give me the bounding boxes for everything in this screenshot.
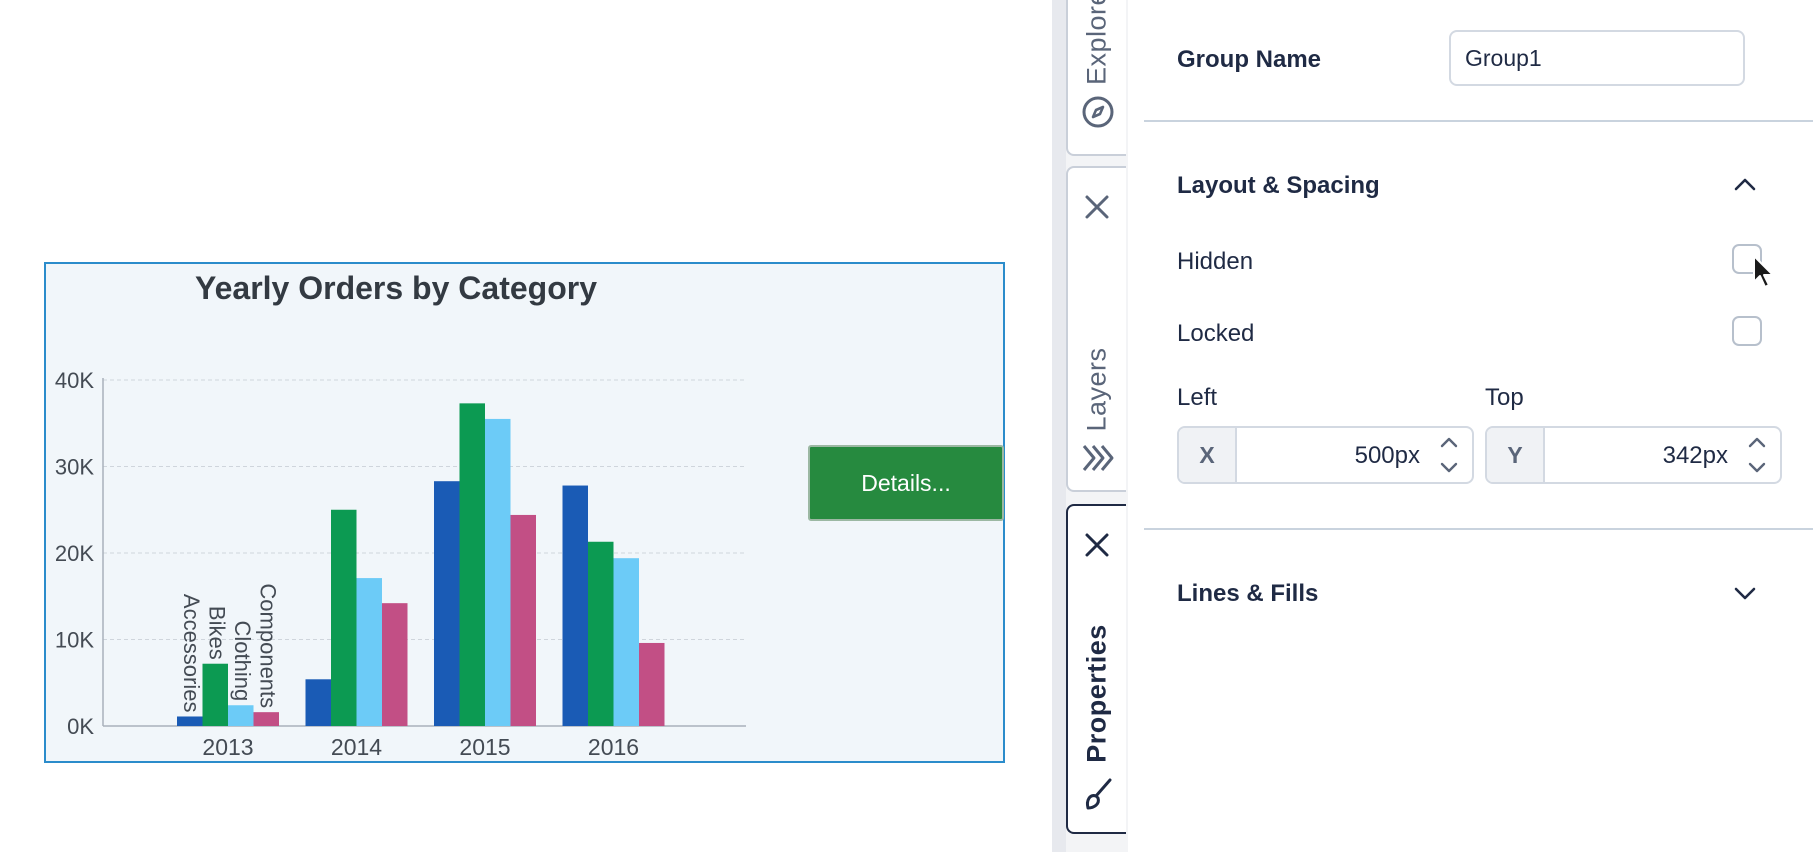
- decrement-top-icon[interactable]: [1744, 456, 1770, 480]
- details-button[interactable]: Details...: [808, 445, 1004, 521]
- left-position-field: X: [1177, 426, 1474, 484]
- bar-bikes-2013: [202, 663, 228, 726]
- x-tick-label: 2013: [202, 734, 253, 760]
- bar-chart: Yearly Orders by Category 0K 10K 20K 30K 40K 2…: [55, 270, 746, 760]
- left-label: Left: [1177, 384, 1218, 411]
- bar-components-2015: [510, 514, 536, 726]
- chevron-down-icon[interactable]: [1732, 580, 1758, 606]
- bar-bikes-2015: [459, 403, 485, 726]
- x-tick-label: 2014: [331, 734, 382, 760]
- bar-clothing-2015: [485, 418, 511, 726]
- mouse-cursor-icon: [1753, 255, 1774, 288]
- dashboard-canvas: Yearly Orders by Category 0K 10K 20K 30K 40K 2…: [44, 262, 1005, 763]
- side-tab-strip: Explore Layers Properties: [1052, 0, 1128, 852]
- bar-clothing-2013: [228, 705, 254, 726]
- tab-properties-label: Properties: [1081, 624, 1112, 763]
- tab-layers[interactable]: Layers: [1066, 166, 1126, 492]
- x-tick-label: 2016: [588, 734, 639, 760]
- hidden-label: Hidden: [1177, 248, 1254, 275]
- layout-spacing-title: Layout & Spacing: [1177, 172, 1380, 199]
- x-tick-label: 2015: [459, 734, 510, 760]
- lines-fills-title: Lines & Fills: [1177, 580, 1319, 607]
- tab-layers-label: Layers: [1081, 347, 1112, 432]
- bar-clothing-2014: [356, 578, 382, 726]
- group-name-label: Group Name: [1177, 46, 1322, 73]
- bar-accessories-2013: [177, 716, 203, 726]
- divider: [1144, 528, 1813, 530]
- bar-accessories-2014: [305, 679, 331, 726]
- bar-accessories-2016: [562, 485, 588, 726]
- chevron-up-icon[interactable]: [1732, 172, 1758, 198]
- top-position-field: Y: [1485, 426, 1782, 484]
- series-label-bikes: Bikes: [204, 606, 229, 660]
- group-name-input[interactable]: [1449, 30, 1745, 86]
- left-value-input[interactable]: [1239, 428, 1422, 482]
- divider: [1144, 120, 1813, 122]
- top-value-input[interactable]: [1547, 428, 1730, 482]
- y-prefix: Y: [1487, 428, 1545, 482]
- selected-group[interactable]: Yearly Orders by Category 0K 10K 20K 30K 40K 2…: [44, 262, 1005, 763]
- y-tick-label: 40K: [55, 368, 94, 393]
- y-tick-label: 30K: [55, 455, 94, 480]
- series-label-components: Components: [255, 583, 280, 708]
- bar-clothing-2016: [613, 558, 639, 726]
- properties-panel: Group Name Layout & Spacing Hidden Locke…: [1128, 0, 1813, 852]
- y-tick-label: 20K: [55, 541, 94, 566]
- brush-icon: [1086, 778, 1112, 810]
- increment-top-icon[interactable]: [1744, 430, 1770, 454]
- bar-bikes-2014: [331, 509, 357, 726]
- tab-explore-label: Explore: [1081, 0, 1112, 86]
- decrement-left-icon[interactable]: [1436, 456, 1462, 480]
- locked-label: Locked: [1177, 320, 1255, 347]
- bar-bikes-2016: [588, 541, 614, 726]
- locked-checkbox[interactable]: [1732, 316, 1762, 346]
- tab-strip-edge: [1052, 0, 1066, 852]
- y-tick-label: 0K: [67, 714, 94, 739]
- close-layers-icon[interactable]: [1082, 192, 1112, 222]
- x-prefix: X: [1179, 428, 1237, 482]
- tab-explore[interactable]: Explore: [1066, 0, 1126, 156]
- top-label: Top: [1485, 384, 1524, 411]
- increment-left-icon[interactable]: [1436, 430, 1462, 454]
- y-tick-label: 10K: [55, 628, 94, 653]
- series-label-accessories: Accessories: [179, 594, 204, 713]
- bar-components-2014: [382, 603, 408, 726]
- bar-components-2013: [253, 712, 279, 726]
- series-label-clothing: Clothing: [230, 621, 255, 702]
- layers-icon: [1082, 445, 1114, 471]
- bar-components-2016: [639, 642, 665, 726]
- compass-icon: [1082, 96, 1114, 128]
- close-properties-icon[interactable]: [1082, 530, 1112, 560]
- tab-properties[interactable]: Properties: [1066, 504, 1126, 834]
- bar-accessories-2015: [434, 481, 460, 726]
- chart-title: Yearly Orders by Category: [195, 270, 597, 306]
